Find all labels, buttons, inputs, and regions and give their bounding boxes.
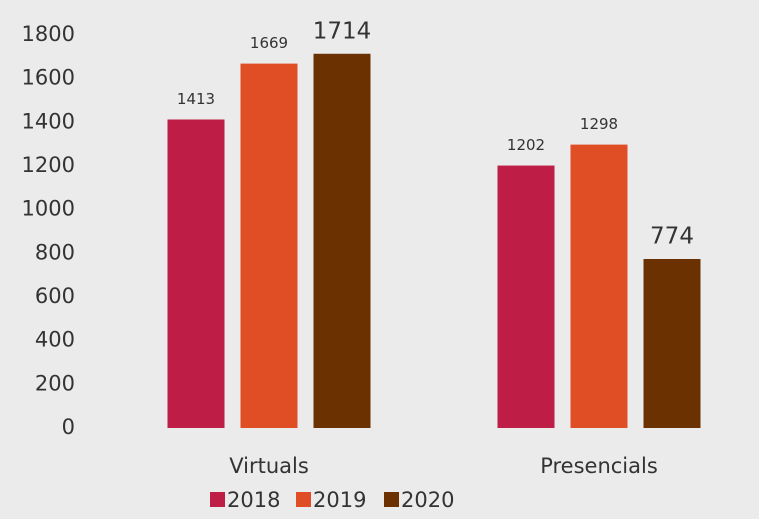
legend-label: 2018 (227, 488, 280, 512)
y-tick-label: 400 (35, 328, 75, 352)
data-label: 1714 (313, 18, 372, 44)
y-tick-label: 1600 (22, 66, 75, 90)
legend-label: 2020 (401, 488, 454, 512)
data-label: 1202 (507, 136, 545, 154)
data-label: 1413 (177, 90, 215, 108)
bar (313, 53, 371, 428)
y-tick-label: 1200 (22, 153, 75, 177)
data-label: 1669 (250, 34, 288, 52)
x-tick-label: Virtuals (229, 454, 309, 478)
y-tick-label: 0 (62, 415, 75, 439)
legend-swatch (384, 492, 399, 507)
data-label: 1298 (580, 115, 618, 133)
y-tick-label: 1000 (22, 197, 75, 221)
y-tick-label: 600 (35, 284, 75, 308)
bar (643, 259, 701, 428)
bar (570, 144, 628, 428)
data-label: 774 (650, 224, 694, 250)
legend-label: 2019 (313, 488, 366, 512)
bar (167, 119, 225, 429)
y-tick-label: 1400 (22, 109, 75, 133)
y-tick-label: 1800 (22, 22, 75, 46)
bar (497, 165, 555, 428)
legend-swatch (296, 492, 311, 507)
legend-swatch (210, 492, 225, 507)
y-tick-label: 800 (35, 240, 75, 264)
bar (240, 63, 298, 429)
x-tick-label: Presencials (540, 454, 658, 478)
y-tick-label: 200 (35, 371, 75, 395)
